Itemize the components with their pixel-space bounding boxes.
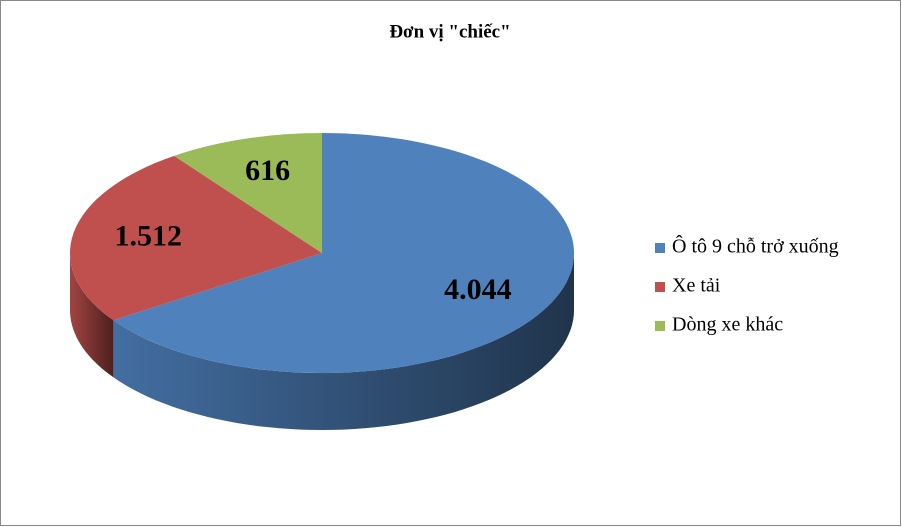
slice xyxy=(113,133,575,373)
legend-label: Ô tô 9 chỗ trở xuống xyxy=(672,234,839,258)
data-label: 4.044 xyxy=(444,273,512,306)
legend-swatch xyxy=(655,243,665,253)
chart-title: Đơn vị "chiếc" xyxy=(389,21,510,42)
slice-side xyxy=(113,253,575,430)
data-label: 616 xyxy=(245,154,290,187)
slice xyxy=(174,133,322,253)
slice xyxy=(70,155,322,321)
legend-swatch xyxy=(655,321,665,331)
legend-label: Xe tải xyxy=(672,275,721,297)
legend-swatch xyxy=(655,282,665,292)
data-label: 1.512 xyxy=(115,219,183,252)
legend-label: Dòng xe khác xyxy=(672,314,783,336)
slice-side xyxy=(70,253,114,378)
